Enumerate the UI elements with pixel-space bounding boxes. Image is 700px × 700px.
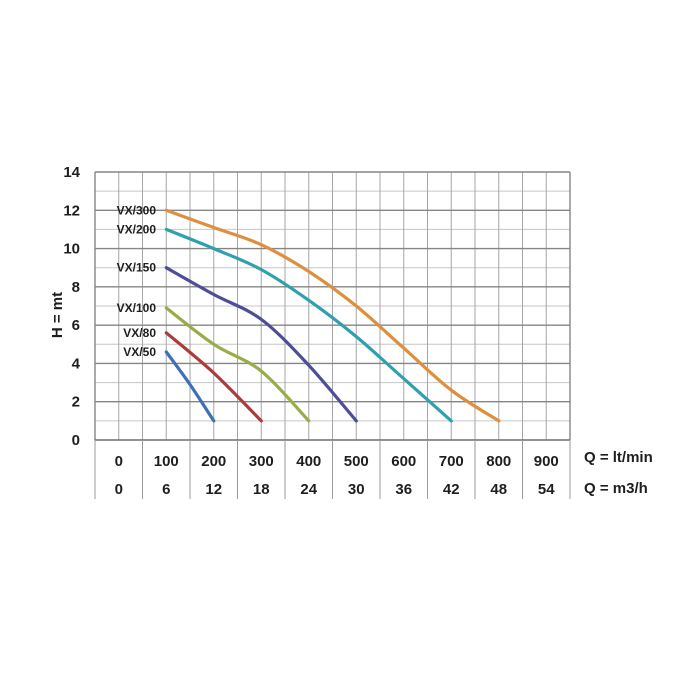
x-tick-ltmin-label: 600 (391, 453, 416, 470)
x-tick-m3h-label: 48 (490, 481, 507, 498)
x-tick-ltmin-label: 300 (249, 453, 274, 470)
curve-label-vx-80: VX/80 (123, 326, 156, 340)
x-tick-m3h-label: 42 (443, 481, 460, 498)
curve-label-vx-200: VX/200 (117, 222, 157, 236)
x-tick-ltmin-label: 200 (201, 453, 226, 470)
curve-vx-300 (164, 208, 501, 423)
y-tick-label: 14 (63, 164, 80, 181)
x-tick-ltmin-label: 500 (344, 453, 369, 470)
x-tick-m3h-label: 30 (348, 481, 365, 498)
y-tick-label: 2 (72, 394, 80, 411)
curve-vx-80 (164, 331, 263, 423)
curve-vx-50 (164, 350, 216, 423)
y-tick-label: 10 (63, 241, 80, 258)
x-axis-unit-m3h: Q = m3/h (584, 480, 648, 497)
y-tick-label: 0 (72, 432, 80, 449)
x-tick-ltmin-label: 700 (439, 453, 464, 470)
x-axis-table: 0 100 200 300 400 500 600 700 800 900 0 6 12 18 24 30 36… (94, 440, 653, 499)
curve-label-vx-150: VX/150 (117, 261, 157, 275)
x-tick-m3h-label: 6 (162, 481, 170, 498)
curve-label-vx-50: VX/50 (123, 345, 156, 359)
plot-grid (94, 171, 571, 441)
x-tick-m3h-label: 54 (538, 481, 555, 498)
curves: VX/300 VX/200 VX/150 VX/100 VX/80 VX/50 (117, 203, 501, 423)
x-tick-m3h-label: 18 (253, 481, 270, 498)
y-tick-label: 12 (63, 202, 80, 219)
y-tick-label: 4 (72, 355, 81, 372)
y-axis-title: H = mt (49, 292, 66, 338)
curve-vx-100 (164, 306, 311, 423)
x-tick-ltmin-label: 400 (296, 453, 321, 470)
x-axis-unit-ltmin: Q = lt/min (584, 449, 653, 466)
x-tick-ltmin-label: 800 (486, 453, 511, 470)
y-axis: 0 2 4 6 8 10 12 14 H = mt (49, 164, 81, 449)
x-tick-ltmin-label: 100 (154, 453, 179, 470)
x-tick-m3h-label: 36 (395, 481, 412, 498)
y-tick-label: 8 (72, 279, 80, 296)
x-tick-m3h-label: 12 (205, 481, 222, 498)
x-tick-ltmin-label: 900 (534, 453, 559, 470)
curve-vx-150 (164, 266, 358, 423)
curve-label-vx-300: VX/300 (117, 203, 157, 217)
curve-vx-200 (164, 227, 453, 423)
y-tick-label: 6 (72, 317, 80, 334)
x-tick-ltmin-label: 0 (115, 453, 123, 470)
curve-label-vx-100: VX/100 (117, 301, 157, 315)
x-tick-m3h-label: 24 (300, 481, 317, 498)
x-tick-m3h-label: 0 (115, 481, 123, 498)
